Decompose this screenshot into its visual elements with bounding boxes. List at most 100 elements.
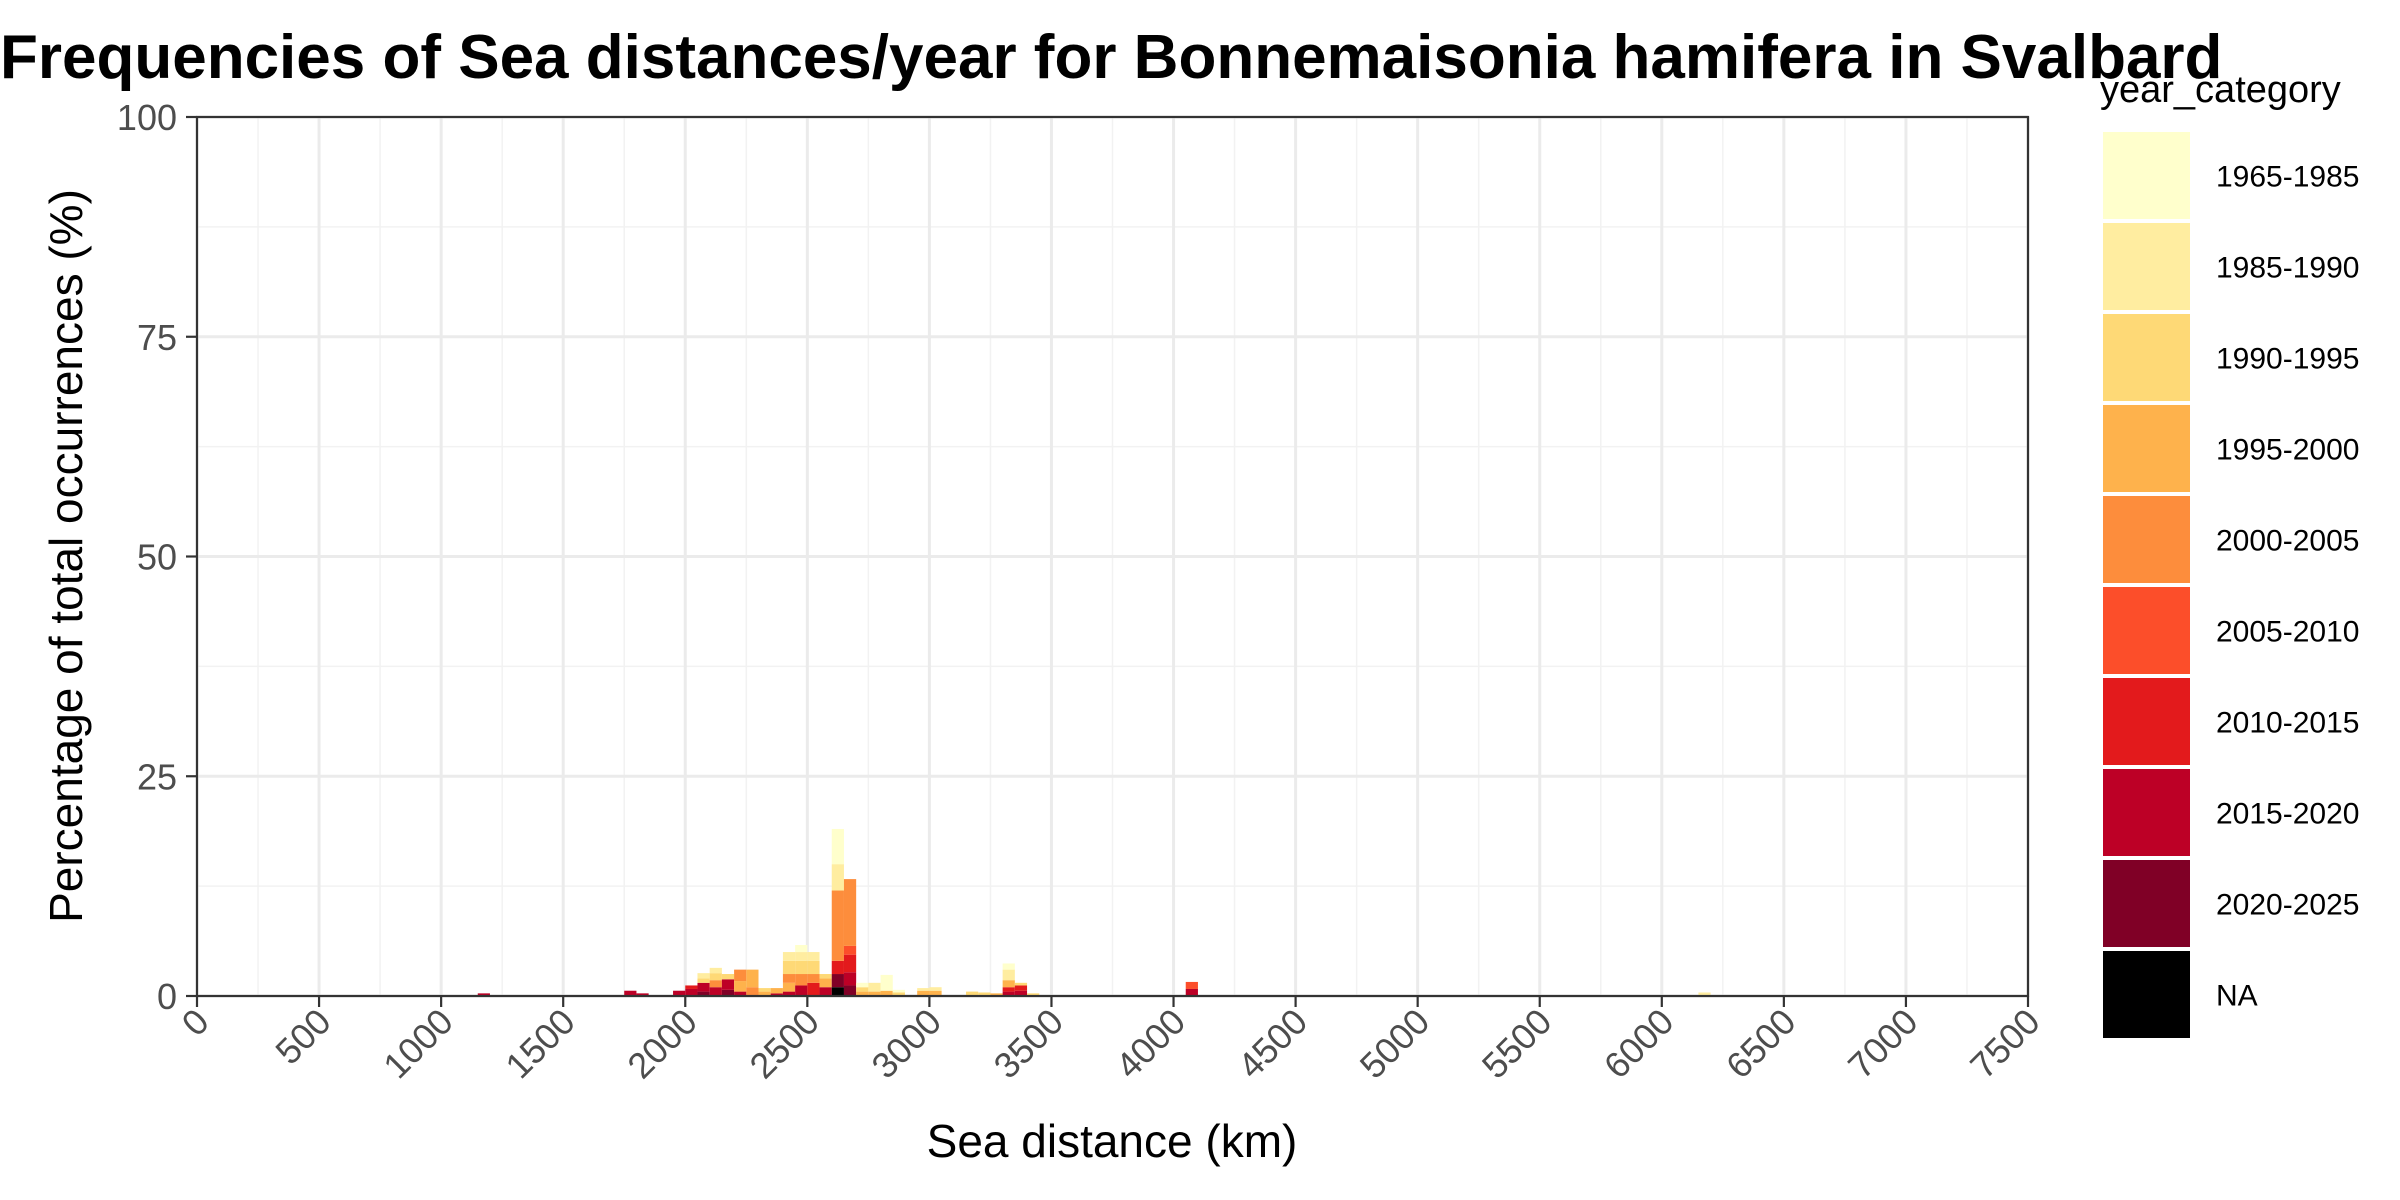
legend-key-swatch — [2103, 405, 2190, 492]
legend-title: year_category — [2100, 69, 2341, 111]
bar-segment — [990, 993, 1003, 996]
bar-segment — [746, 987, 759, 996]
legend-key-label: 1965-1985 — [2216, 161, 2359, 194]
x-axis: 0 500 1000 1500 2000 2500 3000 3500 4000 4500 5000… — [174, 996, 2048, 1086]
legend-key-swatch — [2103, 132, 2190, 219]
y-tick-label: 25 — [137, 756, 177, 797]
bar-segment — [1014, 990, 1028, 996]
bar-segment — [795, 960, 808, 975]
y-tick-label: 50 — [137, 537, 177, 578]
legend-key-swatch — [2103, 314, 2190, 401]
bar-segment — [807, 952, 820, 961]
legend-key-swatch — [2103, 587, 2190, 674]
bars-layer — [477, 828, 1711, 996]
legend-key-swatch — [2103, 769, 2190, 856]
bar-segment — [1002, 963, 1015, 970]
bar-segment — [843, 954, 857, 973]
bar-segment — [807, 982, 820, 996]
bar-segment — [782, 974, 796, 983]
bar-segment — [709, 967, 722, 974]
bar-segment — [831, 864, 844, 891]
bar-segment — [721, 989, 735, 996]
bar-segment — [880, 990, 893, 996]
legend-key-swatch — [2103, 860, 2190, 947]
bar-segment — [770, 988, 783, 994]
y-tick-label: 0 — [157, 976, 177, 1017]
bar-segment — [697, 991, 710, 996]
x-tick-label: 4000 — [1108, 1001, 1194, 1087]
x-tick-label: 6500 — [1718, 1001, 1804, 1087]
bar-segment — [892, 992, 905, 996]
x-tick-label: 2500 — [741, 1001, 827, 1087]
legend-key-label: 1995-2000 — [2216, 434, 2359, 467]
bar-segment — [782, 982, 796, 992]
bar-segment — [770, 993, 783, 996]
bar-segment — [709, 980, 722, 988]
bar-segment — [868, 982, 881, 992]
bar-segment — [831, 828, 844, 865]
bar-segment — [856, 982, 869, 988]
bar-segment — [929, 987, 942, 991]
bar-segment — [734, 981, 747, 992]
bar-segment — [819, 987, 832, 996]
bar-segment — [843, 985, 857, 996]
bar-segment — [856, 991, 869, 996]
bar-segment — [1002, 991, 1015, 996]
bar-segment — [807, 960, 820, 975]
bar-segment — [831, 890, 844, 961]
bar-segment — [1002, 980, 1015, 988]
x-tick-label: 7500 — [1962, 1001, 2048, 1087]
bar-segment — [782, 960, 796, 975]
x-axis-title: Sea distance (km) — [927, 1115, 1298, 1167]
bar-segment — [636, 993, 649, 996]
bar-segment — [1002, 987, 1015, 992]
y-tick-label: 75 — [137, 317, 177, 358]
bar-segment — [709, 987, 722, 996]
bar-segment — [795, 952, 808, 961]
bar-segment — [1185, 988, 1198, 996]
bar-segment — [734, 991, 747, 996]
bar-segment — [892, 989, 905, 993]
legend-key-swatch — [2103, 223, 2190, 310]
bar-segment — [1014, 982, 1028, 986]
bar-segment — [831, 987, 844, 996]
x-tick-label: 2000 — [619, 1001, 705, 1087]
x-tick-label: 3500 — [985, 1001, 1071, 1087]
bar-segment — [477, 993, 490, 996]
bar-segment — [843, 945, 857, 955]
legend-key-swatch — [2103, 496, 2190, 583]
x-tick-label: 6000 — [1596, 1001, 1682, 1087]
y-axis: 0 25 50 75 100 — [117, 97, 197, 1017]
legend-key-label: 2020-2025 — [2216, 889, 2359, 922]
bar-segment — [819, 974, 832, 979]
bar-segment — [831, 974, 844, 988]
bar-segment — [807, 974, 820, 983]
bar-segment — [709, 973, 722, 981]
bar-segment — [1698, 992, 1711, 996]
x-tick-label: 1000 — [375, 1001, 461, 1087]
chart-title: Frequencies of Sea distances/year for Bo… — [0, 23, 2222, 92]
legend-key-label: 2010-2015 — [2216, 707, 2359, 740]
bar-segment — [1185, 981, 1198, 989]
x-tick-label: 1500 — [497, 1001, 583, 1087]
x-tick-label: 5000 — [1352, 1001, 1438, 1087]
legend-key-label: 2000-2005 — [2216, 525, 2359, 558]
legend-key-label: 1990-1995 — [2216, 343, 2359, 376]
x-tick-label: 500 — [267, 1001, 338, 1072]
bar-segment — [795, 945, 808, 953]
bar-segment — [782, 952, 796, 961]
x-tick-label: 3000 — [863, 1001, 949, 1087]
legend-key-label: 2005-2010 — [2216, 616, 2359, 649]
bar-segment — [978, 992, 991, 996]
bar-segment — [831, 960, 844, 975]
bar-segment — [929, 990, 942, 996]
bar-segment — [721, 979, 735, 990]
bar-segment — [697, 982, 710, 992]
legend-key-label: 2015-2020 — [2216, 798, 2359, 831]
legend-key-label: NA — [2216, 980, 2258, 1013]
bar-segment — [624, 990, 637, 996]
bar-segment — [843, 972, 857, 986]
bar-segment — [795, 985, 808, 996]
bar-segment — [685, 985, 698, 989]
